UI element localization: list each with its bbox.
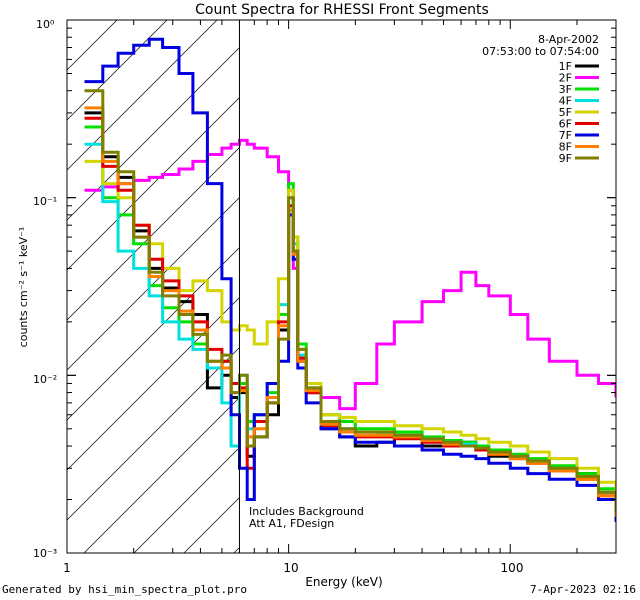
legend-label-9F: 9F	[559, 152, 572, 165]
axis-ticks	[66, 19, 617, 554]
x-tick-label-0: 1	[63, 561, 71, 575]
x-axis-label: Energy (keV)	[305, 575, 382, 589]
hatch-line	[67, 247, 240, 421]
legend-label-2F: 2F	[559, 72, 572, 85]
series-line-6F	[84, 116, 616, 517]
legend-label-4F: 4F	[559, 95, 572, 108]
legend-label-1F: 1F	[559, 60, 572, 73]
legend-label-7F: 7F	[559, 129, 572, 142]
hatch-line	[67, 147, 240, 321]
note-background: Includes Background	[249, 505, 364, 518]
hatch-line	[67, 347, 240, 521]
plot-frame	[66, 19, 617, 554]
x-tick-label-1: 10	[283, 561, 298, 575]
legend-label-8F: 8F	[559, 141, 572, 154]
legend-label-6F: 6F	[559, 118, 572, 131]
timestamp-label: 7-Apr-2023 02:16	[530, 583, 636, 596]
hatch-line	[67, 20, 218, 171]
y-tick-label-1: 10⁻¹	[33, 195, 57, 208]
series-line-5F	[84, 159, 616, 500]
y-tick-label-0: 10⁰	[36, 18, 55, 31]
series-line-4F	[84, 142, 616, 513]
hatch-line	[67, 297, 240, 471]
series-line-8F	[84, 106, 616, 517]
hatch-line	[83, 397, 240, 553]
time-range-label: 07:53:00 to 07:54:00	[482, 45, 599, 58]
y-tick-label-3: 10⁻³	[33, 547, 57, 560]
series-line-7F	[84, 37, 616, 522]
y-tick-label-2: 10⁻²	[33, 373, 57, 386]
hatch-line	[133, 447, 240, 553]
hatch-line	[67, 47, 240, 221]
legend-label-5F: 5F	[559, 106, 572, 119]
generated-by-label: Generated by hsi_min_spectra_plot.pro	[2, 583, 248, 596]
note-attenuator: Att A1, FDesign	[249, 517, 334, 530]
series-line-2F	[84, 138, 616, 411]
legend-label-3F: 3F	[559, 83, 572, 96]
hatch-line	[67, 20, 168, 121]
hatch-line	[67, 97, 240, 271]
date-label: 8-Apr-2002	[538, 33, 599, 46]
chart-title: Count Spectra for RHESSI Front Segments	[195, 2, 489, 18]
y-axis-label: counts cm⁻² s⁻¹ keV⁻¹	[17, 227, 30, 348]
series-group	[84, 37, 616, 522]
x-tick-label-2: 100	[501, 561, 524, 575]
hatch-line	[67, 20, 68, 21]
series-line-9F	[84, 89, 616, 513]
